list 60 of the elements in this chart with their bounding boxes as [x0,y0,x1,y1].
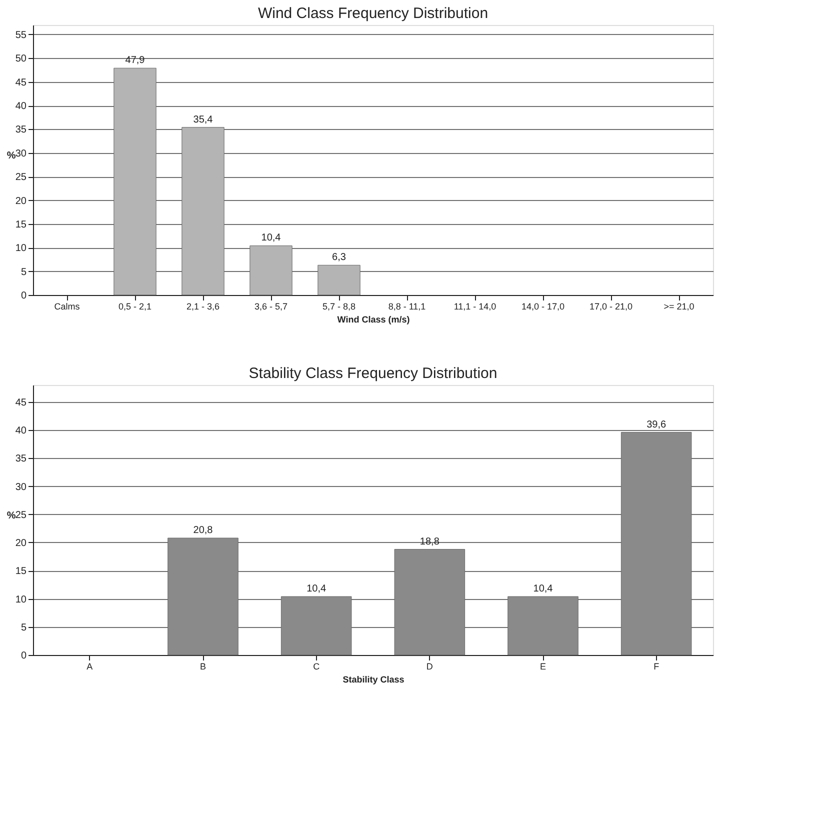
x-tick-label: 11,1 - 14,0 [454,302,496,312]
y-tick-label: 50 [15,54,27,65]
x-axis-title: Wind Class (m/s) [337,314,410,324]
y-tick-label: 40 [15,101,27,112]
y-tick-label: 0 [20,290,27,302]
data-label: 20,8 [193,525,214,536]
data-label: 10,4 [306,584,326,594]
bar [508,596,578,656]
x-tick-label: 17,0 - 21,0 [589,302,633,312]
x-tick-label: A [86,662,93,672]
y-tick-label: 10 [15,243,27,254]
y-tick-label: 5 [20,266,27,278]
y-tick-label: 20 [15,538,27,549]
y-tick-label: 25 [15,172,27,184]
y-tick-label: 30 [15,148,27,160]
y-tick-label: 45 [15,397,27,408]
data-label: 10,4 [261,232,282,244]
bar [620,432,692,656]
y-tick-label: 25 [15,510,27,521]
x-tick-label: F [654,662,660,672]
data-label: 35,4 [193,114,214,126]
bar [318,264,360,296]
y-axis-title: % [6,510,16,522]
y-tick-label: 35 [15,124,27,136]
x-tick-label: 2,1 - 3,6 [186,302,220,312]
y-tick-label: 40 [15,426,27,436]
y-tick-label: 45 [15,77,27,88]
x-tick-label: 0,5 - 2,1 [118,302,152,312]
x-tick-label: Calms [54,302,80,312]
bar [394,549,466,656]
chart-title: Wind Class Frequency Distribution [258,5,488,22]
bar [250,245,292,296]
bar [114,68,156,296]
y-tick-label: 20 [15,196,27,207]
x-axis-title: Stability Class [342,674,404,684]
x-tick-label: 8,8 - 11,1 [388,302,426,312]
x-tick-label: 3,6 - 5,7 [254,302,288,312]
bar [280,596,352,656]
y-tick-label: 0 [20,650,27,662]
chart-title: Stability Class Frequency Distribution [248,365,498,382]
y-tick-label: 30 [15,482,27,493]
bar [168,538,238,656]
x-tick-label: E [540,662,546,672]
bar [182,127,224,296]
x-tick-label: 5,7 - 8,8 [322,302,356,312]
y-tick-label: 15 [15,219,27,230]
x-tick-label: >= 21,0 [664,302,694,312]
x-tick-label: B [200,662,206,672]
y-tick-label: 5 [20,622,27,634]
y-tick-label: 15 [15,566,27,578]
data-label: 39,6 [646,419,666,430]
y-tick-label: 55 [15,30,27,41]
x-tick-label: D [426,662,434,672]
data-label: 10,4 [533,584,554,594]
y-axis-title: % [6,150,16,162]
data-label: 6,3 [332,252,346,264]
y-tick-label: 35 [15,454,27,465]
x-tick-label: 14,0 - 17,0 [521,302,565,312]
x-tick-label: C [313,662,320,672]
y-tick-label: 10 [15,594,27,606]
